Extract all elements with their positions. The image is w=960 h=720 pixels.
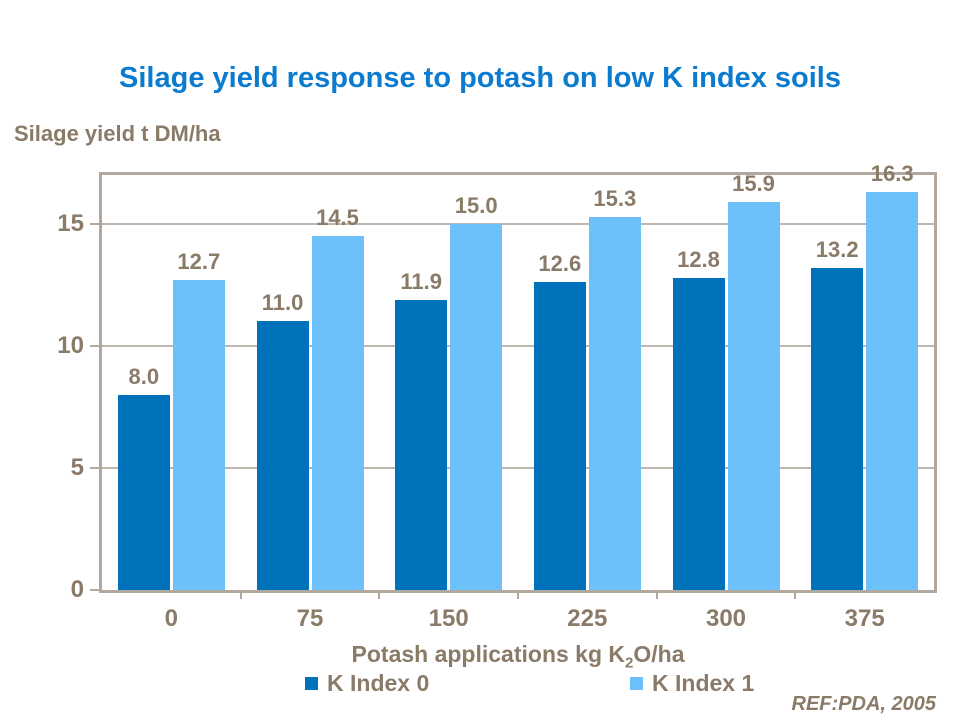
x-tick-label-75: 75 (296, 605, 324, 632)
x-axis-label-suffix: O/ha (633, 641, 685, 667)
chart-title: Silage yield response to potash on low K… (119, 62, 841, 94)
x-tick-label-150: 150 (428, 605, 469, 632)
bar-value-label: 12.6 (538, 251, 582, 277)
bar-k-index-1-225 (588, 216, 641, 590)
x-tick-label-375: 375 (844, 605, 885, 632)
y-tick-label-0: 0 (70, 576, 84, 603)
bar-value-label: 11.0 (261, 290, 304, 316)
bar-k-index-1-0 (172, 279, 225, 590)
y-axis-tick-labels: 0 5 10 15 (0, 172, 84, 603)
bar-k-index-1-75 (311, 236, 364, 590)
legend-label: K Index 0 (327, 670, 430, 696)
bar-value-label: 14.5 (316, 205, 359, 231)
y-axis-tick (90, 466, 99, 469)
y-axis-tick (90, 222, 99, 225)
gridline-15 (102, 222, 934, 225)
bar-k-index-0-225 (533, 282, 586, 590)
bar-k-index-0-300 (672, 277, 725, 590)
y-tick-label-10: 10 (57, 331, 84, 359)
bar-value-label: 15.9 (732, 170, 775, 196)
x-axis-tick (794, 590, 797, 599)
y-tick-label-5: 5 (70, 453, 84, 481)
bar-value-label: 13.2 (815, 236, 859, 262)
bar-k-index-0-150 (395, 299, 448, 590)
bar-k-index-0-75 (256, 321, 309, 590)
y-tick-label-15: 15 (57, 209, 84, 237)
reference-note: REF:PDA, 2005 (791, 693, 937, 715)
bar-value-label: 12.8 (677, 246, 720, 272)
y-axis-tick (90, 589, 99, 591)
bar-value-label: 15.3 (593, 185, 637, 211)
legend-entry-k-index-1: K Index 1 (630, 669, 754, 697)
legend-swatch-dark-blue (305, 676, 318, 690)
x-tick-label-225: 225 (567, 605, 608, 632)
x-axis-label: Potash applications kg K2O/ha (99, 641, 937, 672)
plot-area: 8.0 11.0 11.9 12.6 12.8 13.2 12.7 14.5 15.0 15.3 1… (90, 162, 937, 599)
x-tick-label-300: 300 (705, 605, 747, 632)
y-axis-tick (90, 344, 99, 347)
x-axis-tick (517, 590, 519, 599)
gridline-5 (102, 466, 934, 469)
legend-label: K Index 1 (652, 670, 755, 696)
legend-swatch-light-blue (630, 676, 643, 690)
bar-value-label: 11.9 (400, 268, 442, 294)
x-axis-tick (378, 590, 381, 599)
bar-k-index-1-375 (866, 192, 919, 590)
chart-legend: K Index 0 K Index 1 (0, 669, 960, 697)
bar-value-label: 15.0 (454, 192, 498, 218)
bar-k-index-0-375 (811, 267, 864, 590)
bar-k-index-1-300 (727, 201, 780, 590)
x-axis-tick (239, 590, 242, 599)
legend-entry-k-index-0: K Index 0 (305, 669, 429, 697)
x-axis-label-text: Potash applications kg K (351, 641, 626, 667)
bar-value-label: 16.3 (870, 161, 914, 187)
gridline-10 (102, 344, 934, 347)
bar-value-label: 12.7 (177, 248, 221, 274)
x-axis-label-subscript: 2 (625, 654, 634, 672)
bar-k-index-0-0 (117, 394, 170, 590)
bar-value-label: 8.0 (128, 363, 160, 389)
x-axis-tick (655, 590, 658, 599)
y-axis-unit-label: Silage yield t DM/ha (14, 121, 221, 146)
bar-k-index-1-150 (450, 223, 503, 590)
x-axis-tick-labels: 0 75 150 225 300 375 (102, 604, 934, 636)
x-tick-label-0: 0 (164, 605, 179, 632)
